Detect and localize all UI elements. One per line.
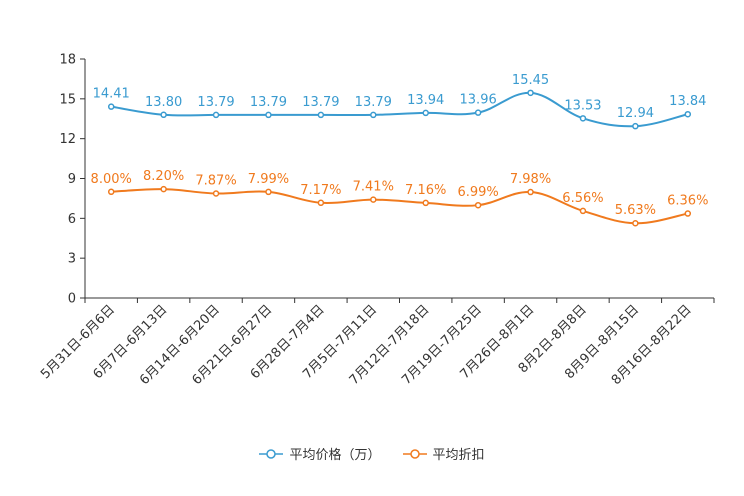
series-1-data-label: 6.36% <box>667 194 708 209</box>
series-0-point[interactable] <box>212 111 220 119</box>
y-tick-label: 18 <box>59 53 76 68</box>
series-1-point[interactable] <box>212 190 220 197</box>
series-0-data-label: 14.41 <box>93 87 130 102</box>
series-1-data-label: 8.00% <box>91 172 132 187</box>
series-1-data-label: 7.99% <box>248 172 289 187</box>
series-0-data-label: 13.53 <box>564 98 601 113</box>
y-tick-label: 9 <box>68 172 76 187</box>
series-1-data-label: 5.63% <box>615 203 656 218</box>
series-1-point[interactable] <box>422 199 429 207</box>
series-0-data-label: 13.79 <box>302 95 339 110</box>
series-1-point[interactable] <box>474 201 482 209</box>
series-0-point[interactable] <box>579 115 587 122</box>
series-1-point[interactable] <box>317 199 325 207</box>
legend-price-marker-icon <box>259 448 284 459</box>
series-0-point[interactable] <box>422 109 429 117</box>
series-1-data-label: 8.20% <box>143 169 184 184</box>
series-0-line <box>111 91 689 128</box>
y-tick-label: 0 <box>68 292 76 307</box>
y-tick-label: 12 <box>59 132 76 147</box>
series-0-data-label: 13.84 <box>669 94 706 109</box>
series-0-data-label: 13.80 <box>145 95 182 110</box>
series-1-data-label: 7.87% <box>195 174 236 189</box>
series-0-point[interactable] <box>160 111 167 119</box>
y-tick-label: 15 <box>59 92 76 107</box>
series-1-data-label: 7.98% <box>510 172 551 187</box>
series-1: 8.00% 8.20% 7.87% 7.99% 7.17% 7.41% 7.16% 6.99%… <box>91 169 708 227</box>
series-0-point[interactable] <box>370 111 377 119</box>
series-0-data-label: 13.79 <box>197 95 234 110</box>
series-0-data-label: 13.96 <box>460 93 497 108</box>
series-1-point[interactable] <box>370 196 377 203</box>
legend-discount-marker-icon <box>402 448 427 459</box>
legend-item-price[interactable]: 平均价格（万） <box>259 444 381 463</box>
series-0-point[interactable] <box>527 89 534 97</box>
legend-item-discount[interactable]: 平均折扣 <box>402 444 485 463</box>
series-1-line <box>111 188 688 225</box>
series-0-data-label: 13.94 <box>407 93 444 108</box>
legend-discount-label: 平均折扣 <box>432 448 485 463</box>
legend-price-label: 平均价格（万） <box>289 448 381 463</box>
series-0-point[interactable] <box>632 122 639 130</box>
series-0-point[interactable] <box>317 111 325 119</box>
legend: 平均价格（万） 平均折扣 <box>0 444 744 463</box>
series-1-point[interactable] <box>632 219 639 227</box>
series-1-point[interactable] <box>265 188 272 196</box>
series-1-data-label: 6.99% <box>457 185 498 200</box>
series-1-data-label: 7.41% <box>353 180 394 195</box>
y-tick-label: 6 <box>68 212 76 227</box>
series-0-data-label: 13.79 <box>355 95 392 110</box>
series-1-point[interactable] <box>527 188 534 196</box>
series-1-data-label: 6.56% <box>562 191 603 206</box>
series-0-point[interactable] <box>684 110 692 118</box>
series-0: 14.41 13.80 13.79 13.79 13.79 13.79 13.94 13.96… <box>93 73 706 130</box>
series-1-point[interactable] <box>160 185 167 193</box>
series-0-point[interactable] <box>265 111 272 119</box>
series-1-data-label: 7.17% <box>300 183 341 198</box>
series-0-point[interactable] <box>107 103 115 110</box>
series-1-point[interactable] <box>579 207 587 215</box>
series-0-point[interactable] <box>474 109 482 116</box>
series-1-data-label: 7.16% <box>405 183 446 198</box>
series-0-data-label: 15.45 <box>512 73 549 88</box>
series-1-point[interactable] <box>107 188 115 196</box>
series-1-point[interactable] <box>684 210 692 217</box>
series-0-data-label: 12.94 <box>617 106 654 121</box>
series-0-data-label: 13.79 <box>250 95 287 110</box>
y-tick-label: 3 <box>68 252 76 267</box>
